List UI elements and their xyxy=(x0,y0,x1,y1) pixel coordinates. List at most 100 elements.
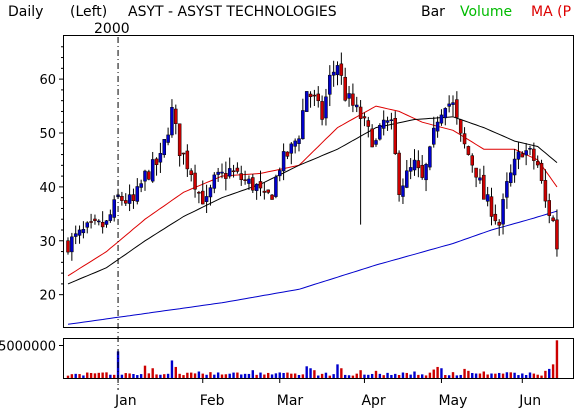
volume-bar xyxy=(421,374,424,378)
price-bar-down xyxy=(547,200,551,216)
volume-bar xyxy=(474,373,478,378)
volume-bar xyxy=(113,374,116,378)
price-bar-up xyxy=(389,119,394,122)
price-tick-label: 60 xyxy=(39,73,56,88)
price-bar-up xyxy=(424,163,428,181)
volume-bar xyxy=(205,374,208,378)
price-bar-down xyxy=(124,200,128,204)
volume-bar xyxy=(174,366,177,378)
price-bar-up xyxy=(220,171,224,174)
price-bar-up xyxy=(150,159,155,182)
volume-bar xyxy=(347,375,351,378)
date-tick-label: May xyxy=(438,393,467,409)
price-bar-up xyxy=(108,214,113,221)
volume-bar xyxy=(540,375,543,378)
volume-bar xyxy=(216,372,220,378)
price-bar-down xyxy=(193,172,197,190)
volume-bar xyxy=(139,374,143,378)
scale-label: (Left) xyxy=(70,4,107,20)
volume-bar xyxy=(309,368,312,378)
volume-bar xyxy=(390,374,393,378)
volume-bar xyxy=(417,374,420,378)
volume-bar xyxy=(405,372,408,378)
price-bar-down xyxy=(258,181,263,189)
price-bar-down xyxy=(262,190,267,193)
volume-panel: 5000000 xyxy=(0,338,574,379)
price-bar-down xyxy=(474,167,478,178)
volume-bar xyxy=(124,373,127,378)
volume-bar xyxy=(240,374,243,378)
volume-bar xyxy=(178,373,181,378)
price-bar-down xyxy=(493,213,498,222)
volume-bar xyxy=(320,373,324,378)
date-tick-label: Apr xyxy=(361,393,385,409)
volume-bar xyxy=(447,375,451,378)
volume-bar xyxy=(313,370,316,378)
price-bar-down xyxy=(539,163,544,181)
volume-bar xyxy=(524,375,528,378)
price-bar-down xyxy=(251,177,255,191)
price-bar-down xyxy=(482,174,486,200)
volume-bar xyxy=(305,366,308,378)
price-bar-down xyxy=(535,161,540,166)
price-bar-up xyxy=(347,93,351,99)
price-bar-up xyxy=(170,107,174,136)
price-bar-down xyxy=(551,217,555,221)
price-bar-down xyxy=(224,173,228,179)
volume-bar xyxy=(340,368,343,378)
price-bar-up xyxy=(143,170,147,182)
price-bar-up xyxy=(408,167,413,172)
volume-bar xyxy=(401,372,405,378)
price-bar-down xyxy=(343,76,347,101)
volume-bar xyxy=(128,373,131,378)
volume-bar xyxy=(236,372,239,378)
volume-bar xyxy=(451,372,455,378)
price-bar-down xyxy=(555,219,559,250)
volume-bar xyxy=(220,374,224,378)
volume-bar xyxy=(494,373,497,378)
ma-mid-line xyxy=(67,116,558,285)
volume-bar xyxy=(378,373,382,378)
volume-bar xyxy=(201,373,204,378)
price-bar-up xyxy=(297,138,301,144)
volume-bar xyxy=(105,372,108,378)
price-bar-down xyxy=(174,108,178,124)
volume-bar xyxy=(328,375,331,378)
ma-long-line xyxy=(67,210,558,325)
price-tick-label: 30 xyxy=(39,235,56,250)
price-bar-down xyxy=(201,190,205,205)
price-bar-up xyxy=(516,151,521,160)
volume-bar xyxy=(209,372,212,378)
volume-bar xyxy=(66,375,70,378)
price-bar-up xyxy=(289,143,294,154)
volume-bar xyxy=(274,373,278,378)
price-tick-label: 50 xyxy=(39,127,56,142)
volume-bar xyxy=(344,374,347,378)
volume-bar xyxy=(355,373,358,378)
volume-bar xyxy=(213,374,216,378)
volume-bar xyxy=(555,340,559,378)
price-bar-up xyxy=(227,168,232,177)
price-bar-down xyxy=(154,158,159,165)
price-bar-up xyxy=(428,146,432,168)
volume-bar xyxy=(190,372,193,378)
price-bars xyxy=(66,52,559,261)
price-bar-up xyxy=(85,222,89,228)
volume-bar xyxy=(536,374,539,378)
volume-bar xyxy=(97,372,100,378)
volume-bar xyxy=(186,372,189,378)
volume-bar xyxy=(286,372,289,378)
price-bar-up xyxy=(412,159,417,171)
date-tick-label: Jun xyxy=(518,393,541,409)
volume-bar xyxy=(93,373,97,378)
price-bar-down xyxy=(358,106,363,119)
volume-bar xyxy=(270,374,274,378)
price-bar-down xyxy=(197,191,201,194)
volume-bar xyxy=(498,372,501,378)
price-bar-down xyxy=(185,150,190,170)
price-bar-up xyxy=(505,181,509,198)
volume-bar xyxy=(136,375,139,378)
price-bar-up xyxy=(281,151,286,172)
price-bar-up xyxy=(70,236,74,253)
